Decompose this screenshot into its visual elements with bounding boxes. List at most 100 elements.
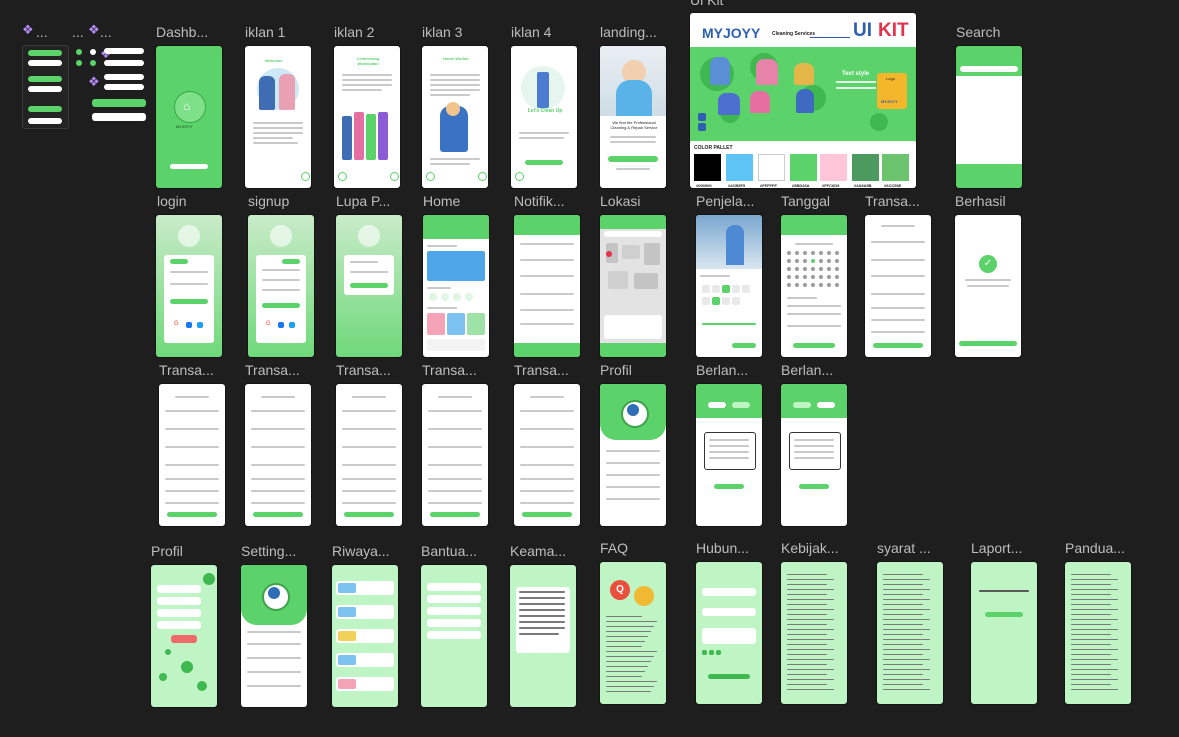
frame-keamanan[interactable] <box>510 565 576 707</box>
frame-dashboard[interactable]: ⌂ MYJOYY <box>156 46 222 188</box>
google-icon[interactable]: G <box>174 321 179 327</box>
frame-label: Bantua... <box>421 543 478 559</box>
frame-lupa-password[interactable] <box>336 215 402 357</box>
frame-label: Hubun... <box>696 540 749 556</box>
faq-q-icon: Q <box>610 580 630 600</box>
search-input[interactable] <box>960 66 1018 72</box>
calendar-grid[interactable] <box>787 251 841 291</box>
frame-berhasil[interactable]: ✓ <box>955 215 1021 357</box>
frame-label: Berhasil <box>955 193 1006 209</box>
frame-landing[interactable]: We find the Professional Cleaning & Repa… <box>600 46 666 188</box>
frame-notifikasi[interactable] <box>514 215 580 357</box>
uikit-sub: Cleaning Services <box>772 31 816 37</box>
frame-label: iklan 1 <box>245 24 286 40</box>
frame-lokasi[interactable] <box>600 215 666 357</box>
frame-transaksi-1[interactable] <box>159 384 225 526</box>
frame-label: Lupa P... <box>336 193 391 209</box>
frame-iklan-1[interactable]: Welcome <box>245 46 311 188</box>
location-search-input[interactable] <box>604 231 662 237</box>
component-icon: ❖ <box>22 22 34 37</box>
frame-hubungi[interactable] <box>696 562 762 704</box>
component-icon: ❖ <box>88 22 100 37</box>
frame-berlangganan-2[interactable] <box>781 384 847 526</box>
frame-label: Transa... <box>245 362 300 378</box>
uikit-logo-card: Logo MYJOYY <box>877 73 907 109</box>
frame-label: Setting... <box>241 543 297 559</box>
landing-tagline: We find the Professional Cleaning & Repa… <box>610 120 658 130</box>
color-swatch <box>694 154 721 181</box>
frame-label: Ui Kit <box>690 0 724 8</box>
frame-syarat[interactable] <box>877 562 943 704</box>
color-swatch <box>726 154 753 181</box>
google-icon[interactable]: G <box>266 321 271 327</box>
facebook-icon[interactable] <box>278 322 284 328</box>
frame-riwayat[interactable] <box>332 565 398 707</box>
twitter-icon[interactable] <box>197 322 203 328</box>
frame-transaksi-4[interactable] <box>422 384 488 526</box>
frame-laporkan[interactable] <box>971 562 1037 704</box>
twitter-icon[interactable] <box>289 322 295 328</box>
frame-label: Notifik... <box>514 193 565 209</box>
swatch-code: #6CC56E <box>884 183 902 188</box>
frame-label: Profil <box>151 543 183 559</box>
frame-panduan[interactable] <box>1065 562 1131 704</box>
frame-label: Transa... <box>422 362 477 378</box>
facebook-icon[interactable] <box>186 322 192 328</box>
frame-label: Transa... <box>514 362 569 378</box>
frame-transaksi[interactable] <box>865 215 931 357</box>
house-icon: ⌂ <box>183 99 191 113</box>
color-swatch <box>820 154 847 181</box>
frame-login[interactable]: G <box>156 215 222 357</box>
uikit-ui: UI <box>853 20 872 41</box>
logout-button[interactable] <box>171 635 197 643</box>
map-pin-icon[interactable] <box>606 251 612 257</box>
frame-label: Transa... <box>865 193 920 209</box>
frame-tanggal[interactable] <box>781 215 847 357</box>
frame-label: Keama... <box>510 543 567 559</box>
frame-home[interactable] <box>423 215 489 357</box>
frame-settings[interactable] <box>241 565 307 707</box>
frame-label: iklan 3 <box>422 24 463 40</box>
frame-label: Kebijak... <box>781 540 839 556</box>
frame-label: Pandua... <box>1065 540 1125 556</box>
frame-berlangganan-1[interactable] <box>696 384 762 526</box>
frame-label: Berlan... <box>696 362 749 378</box>
frame-transaksi-5[interactable] <box>514 384 580 526</box>
uikit-kit: KIT <box>878 20 909 41</box>
frame-faq[interactable]: Q <box>600 562 666 704</box>
frame-label: signup <box>248 193 290 209</box>
swatch-code: #FFC6D9 <box>822 183 840 188</box>
swatch-code: #4A9A5B <box>854 183 872 188</box>
frame-profil[interactable] <box>600 384 666 526</box>
frame-bantuan[interactable] <box>421 565 487 707</box>
uikit-brand: MYJOYY <box>702 25 761 41</box>
iklan4-title: Let's Clean Up <box>527 108 563 114</box>
frame-kebijakan[interactable] <box>781 562 847 704</box>
color-swatch <box>758 154 785 181</box>
frame-iklan-3[interactable]: Home Worker <box>422 46 488 188</box>
frame-label: iklan 2 <box>334 24 375 40</box>
frame-profil-menu[interactable] <box>151 565 217 707</box>
avatar[interactable] <box>627 404 639 416</box>
frame-label: Riwaya... <box>332 543 390 559</box>
frame-search[interactable] <box>956 46 1022 188</box>
frame-signup[interactable]: G <box>248 215 314 357</box>
swatch-code: #000000 <box>696 183 712 188</box>
frame-transaksi-2[interactable] <box>245 384 311 526</box>
frame-label: login <box>157 193 187 209</box>
palette-label: COLOR PALLET <box>694 145 733 151</box>
component-set <box>22 45 69 129</box>
frame-transaksi-3[interactable] <box>336 384 402 526</box>
frame-label: Penjela... <box>696 193 755 209</box>
swatch-code: #FFFFFF <box>760 183 777 188</box>
iklan3-title: Home Worker <box>443 56 469 61</box>
frame-label: syarat ... <box>877 540 931 556</box>
frame-iklan-4[interactable]: Let's Clean Up <box>511 46 577 188</box>
frame-penjelasan[interactable] <box>696 215 762 357</box>
component-label: ... <box>72 24 84 40</box>
frame-iklan-2[interactable]: Cemerelang Worldclass <box>334 46 400 188</box>
frame-ui-kit[interactable]: MYJOYY Cleaning Services UI KIT Text sty… <box>690 13 916 188</box>
iklan1-title: Welcome <box>265 58 283 63</box>
frame-label: Search <box>956 24 1001 40</box>
color-swatch <box>882 154 909 181</box>
